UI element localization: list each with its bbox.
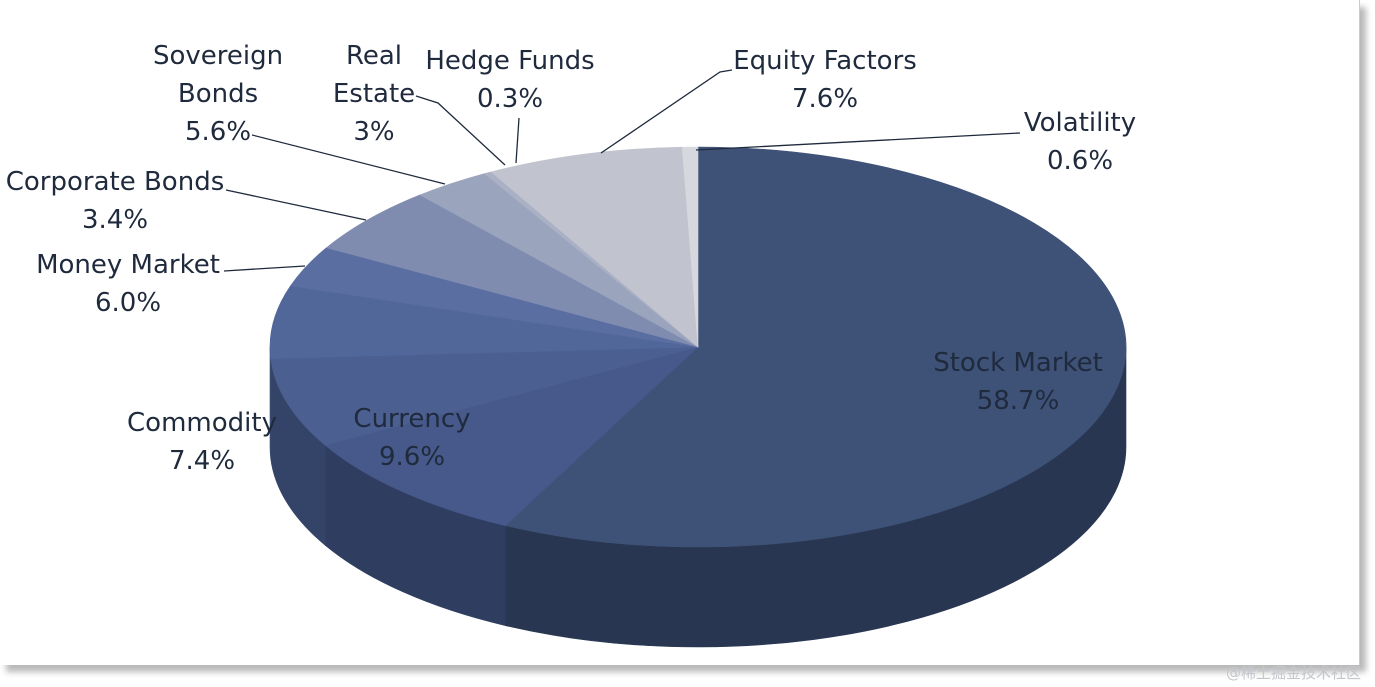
data-label-name-corporate-bonds: Corporate Bonds — [6, 167, 225, 197]
leader-line-money-market — [223, 265, 306, 272]
data-label-name-real-estate: Real — [346, 41, 402, 71]
data-label-name-commodity: Commodity — [127, 408, 277, 438]
data-label-name-volatility: Volatility — [1024, 108, 1136, 138]
pie-slice-commodity — [270, 346, 699, 446]
data-label-value-real-estate: 3% — [353, 117, 394, 147]
pie-slice-stock-market — [504, 146, 1127, 548]
pie-slice-volatility — [681, 146, 699, 348]
data-label-name-sovereign-bonds: Sovereign — [153, 41, 283, 71]
leader-line-volatility — [695, 132, 1021, 151]
data-label-value-sovereign-bonds: 5.6% — [185, 117, 251, 147]
data-label-value-corporate-bonds: 3.4% — [82, 205, 148, 235]
data-labels: Stock Market 58.7% Currency 9.6% Commodity 7.… — [6, 41, 1136, 476]
leader-line-corporate-bonds — [225, 189, 367, 221]
leader-line-hedge-funds — [515, 117, 520, 164]
pie-sides — [269, 346, 1127, 648]
data-label-value-equity-factors: 7.6% — [792, 84, 858, 114]
pie-slice-currency — [324, 346, 699, 526]
data-label-value-hedge-funds: 0.3% — [477, 84, 543, 114]
data-label-name-money-market: Money Market — [36, 250, 220, 280]
data-label-value-stock-market: 58.7% — [977, 386, 1060, 416]
pie-slice-sovereign-bonds — [325, 194, 699, 348]
leader-line-real-estate — [415, 95, 506, 166]
data-label-value-currency: 9.6% — [379, 442, 445, 472]
pie-slice-equity-factors — [490, 146, 699, 348]
pie-side-money-market — [269, 346, 272, 459]
pie-chart: Stock Market 58.7% Currency 9.6% Commodity 7.… — [6, 41, 1136, 648]
data-label-name-hedge-funds: Hedge Funds — [425, 46, 594, 76]
pie-slice-money-market — [269, 285, 699, 359]
leader-line-sovereign-bonds — [251, 134, 446, 185]
data-label-name-currency: Currency — [353, 404, 470, 434]
pie-slices — [269, 146, 1127, 548]
data-label-name-equity-factors: Equity Factors — [733, 46, 917, 76]
data-label-value-commodity: 7.4% — [169, 446, 235, 476]
data-label-name-real-estate: Estate — [333, 79, 415, 109]
chart-frame: Stock Market 58.7% Currency 9.6% Commodity 7.… — [5, 0, 1360, 665]
data-label-name-sovereign-bonds: Bonds — [178, 79, 258, 109]
data-label-name-stock-market: Stock Market — [933, 348, 1103, 378]
data-label-value-volatility: 0.6% — [1047, 146, 1113, 176]
leader-lines — [223, 69, 1021, 272]
leader-line-equity-factors — [600, 69, 733, 154]
watermark: @稀土掘金技术社区 — [1225, 664, 1361, 682]
data-label-value-money-market: 6.0% — [95, 288, 161, 318]
